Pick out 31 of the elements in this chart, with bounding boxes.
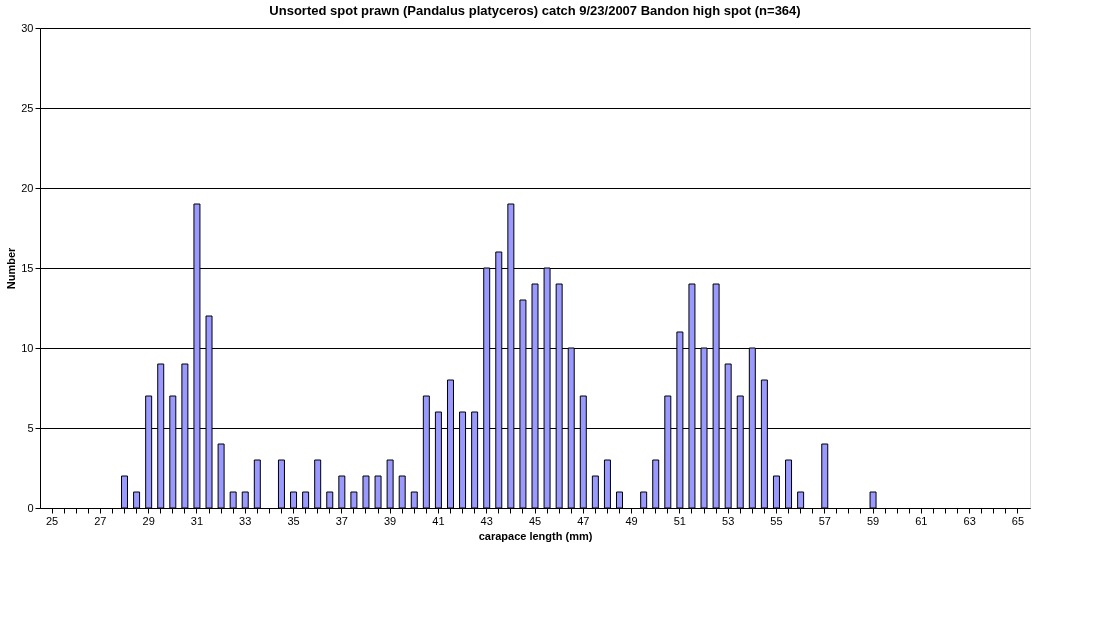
x-tick-label: 37 <box>335 514 348 527</box>
x-tick-label: 65 <box>1011 514 1025 527</box>
x-tick-label: 41 <box>432 514 445 527</box>
x-tick-label: 43 <box>480 514 493 527</box>
y-tick-label: 5 <box>27 421 34 434</box>
chart-title: Unsorted spot prawn (Pandalus platyceros) catch 9/23/2007 Bandon high spot (n=364) <box>269 3 801 18</box>
x-tick-label: 51 <box>673 514 686 527</box>
x-tick-label: 27 <box>94 514 107 527</box>
x-tick-label: 31 <box>190 514 204 527</box>
x-tick-label: 49 <box>625 514 638 527</box>
x-tick-label: 29 <box>142 514 155 527</box>
x-tick-label: 39 <box>384 514 397 527</box>
y-axis-title: Number <box>5 247 18 290</box>
x-tick-label: 53 <box>722 514 735 527</box>
y-tick-label: 15 <box>21 261 34 274</box>
x-tick-label: 57 <box>818 514 831 527</box>
x-tick-label: 33 <box>239 514 252 527</box>
x-tick-label: 63 <box>963 514 976 527</box>
x-tick-label: 35 <box>287 514 300 527</box>
y-tick-label: 0 <box>27 501 34 514</box>
y-tick-label: 10 <box>21 341 34 354</box>
x-tick-label: 47 <box>577 514 590 527</box>
y-tick-label: 20 <box>21 181 34 194</box>
x-tick-label: 61 <box>915 514 928 527</box>
y-tick-label: 30 <box>21 21 34 34</box>
y-tick-label: 25 <box>21 101 34 114</box>
x-tick-label: 25 <box>45 514 59 527</box>
x-tick-label: 55 <box>770 514 783 527</box>
x-axis-title: carapace length (mm) <box>478 529 593 542</box>
x-tick-label: 59 <box>866 514 880 527</box>
x-tick-label: 45 <box>528 514 542 527</box>
